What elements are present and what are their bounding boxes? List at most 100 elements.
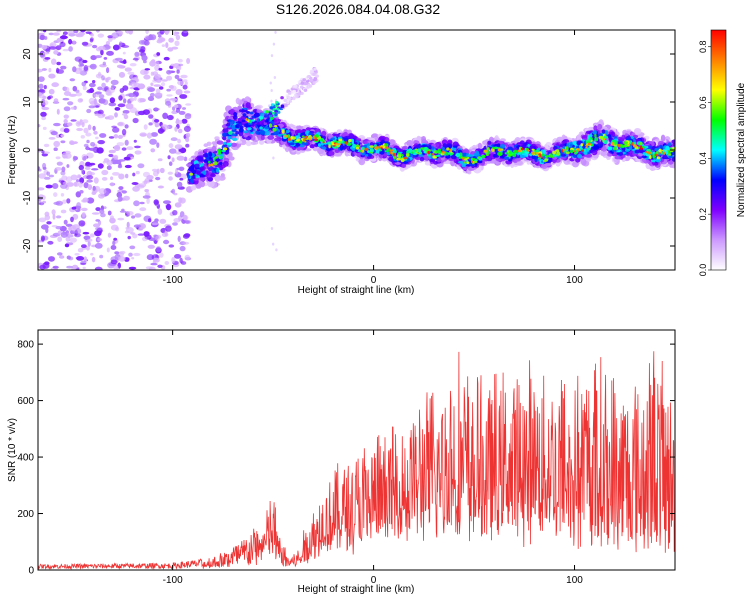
ridge-blob — [359, 149, 363, 153]
noise-blob — [83, 127, 89, 134]
ridge-blob — [531, 151, 535, 155]
ridge-blob — [500, 143, 506, 149]
noise-blob — [95, 227, 103, 231]
ridge-blob — [527, 149, 531, 152]
noise-blob — [185, 103, 192, 106]
noise-blob — [85, 132, 92, 137]
noise-blob — [88, 97, 96, 105]
noise-blob — [91, 168, 99, 171]
noise-blob — [55, 45, 62, 51]
ridge-blob — [255, 130, 259, 135]
ridge-blob — [401, 154, 404, 157]
ridge-blob — [458, 160, 464, 164]
noise-blob — [97, 163, 104, 169]
noise-blob — [86, 179, 93, 183]
noise-blob — [275, 248, 278, 252]
noise-blob — [144, 68, 151, 71]
noise-blob — [183, 90, 191, 94]
noise-blob — [69, 140, 75, 145]
ridge-blob — [478, 157, 483, 161]
ridge-blob — [548, 153, 552, 158]
noise-blob — [55, 156, 61, 160]
noise-blob — [85, 31, 92, 34]
ridge-blob — [512, 153, 517, 158]
noise-blob — [76, 256, 85, 261]
noise-blob — [130, 156, 134, 159]
ridge-blob — [203, 170, 207, 176]
noise-blob — [155, 235, 160, 242]
noise-blob — [75, 92, 83, 97]
noise-blob — [148, 114, 154, 119]
ridge-blob — [355, 146, 359, 150]
noise-blob — [157, 34, 162, 38]
noise-blob — [121, 128, 127, 136]
ridge-blob — [418, 154, 424, 157]
ridge-blob — [537, 157, 542, 160]
ridge-blob — [497, 152, 502, 156]
noise-blob — [114, 57, 123, 61]
ridge-blob — [442, 143, 447, 148]
ridge-blob — [249, 119, 252, 124]
noise-blob — [97, 109, 104, 115]
ridge-blob — [441, 150, 444, 153]
noise-blob — [40, 235, 46, 242]
noise-blob — [118, 256, 126, 262]
ridge-blob — [298, 140, 303, 144]
noise-blob — [41, 45, 48, 50]
ridge-blob — [588, 126, 594, 131]
noise-blob — [82, 231, 90, 235]
ridge-blob — [485, 153, 489, 157]
noise-blob — [89, 82, 96, 88]
ridge-blob — [466, 161, 470, 164]
ridge-blob — [598, 135, 604, 140]
noise-blob — [182, 79, 188, 83]
noise-blob — [66, 164, 70, 168]
ridge-blob — [203, 143, 209, 148]
noise-blob — [83, 256, 88, 263]
noise-blob — [69, 237, 77, 243]
noise-blob — [94, 91, 102, 95]
noise-blob — [46, 171, 50, 176]
noise-blob — [184, 113, 192, 120]
ridge-blob — [639, 145, 643, 148]
ridge-blob — [624, 148, 631, 152]
ridge-blob — [570, 149, 574, 154]
ridge-blob — [202, 153, 209, 158]
noise-blob — [92, 125, 96, 131]
noise-blob — [173, 218, 181, 223]
ridge-blob — [548, 157, 553, 163]
noise-blob — [59, 255, 65, 259]
ridge-blob — [504, 156, 510, 160]
noise-blob — [39, 202, 45, 206]
ridge-blob — [463, 161, 467, 164]
ridge-blob — [580, 158, 587, 166]
ridge-blob — [467, 170, 472, 175]
ridge-blob — [504, 152, 508, 155]
noise-blob — [87, 241, 91, 247]
noise-blob — [102, 61, 107, 66]
noise-blob — [101, 82, 106, 88]
ridge-blob — [214, 156, 218, 159]
noise-blob — [99, 208, 105, 215]
ridge-blob — [643, 145, 649, 149]
noise-blob — [66, 122, 73, 127]
ridge-blob — [541, 163, 548, 169]
ridge-blob — [580, 149, 584, 152]
ridge-blob — [663, 154, 667, 159]
noise-blob — [178, 110, 186, 115]
ridge-blob — [197, 151, 204, 156]
ridge-blob — [461, 162, 467, 168]
noise-blob — [184, 81, 188, 86]
noise-blob — [127, 71, 135, 75]
noise-blob — [55, 215, 62, 219]
ridge-blob — [562, 139, 567, 144]
noise-blob — [142, 195, 151, 199]
ridge-blob — [424, 147, 429, 151]
ridge-blob — [208, 163, 211, 168]
noise-blob — [137, 97, 144, 103]
ridge-blob — [443, 160, 451, 165]
noise-blob — [143, 74, 151, 80]
noise-blob — [126, 211, 134, 216]
noise-blob — [121, 147, 127, 151]
